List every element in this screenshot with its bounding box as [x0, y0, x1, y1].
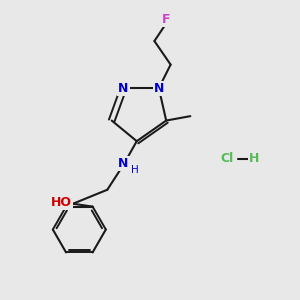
- Text: N: N: [154, 82, 164, 95]
- Text: F: F: [162, 14, 170, 26]
- Text: Cl: Cl: [220, 152, 233, 165]
- Text: H: H: [131, 165, 139, 175]
- Text: H: H: [249, 152, 260, 165]
- Text: N: N: [118, 82, 129, 95]
- Text: HO: HO: [51, 196, 72, 208]
- Text: N: N: [118, 157, 129, 170]
